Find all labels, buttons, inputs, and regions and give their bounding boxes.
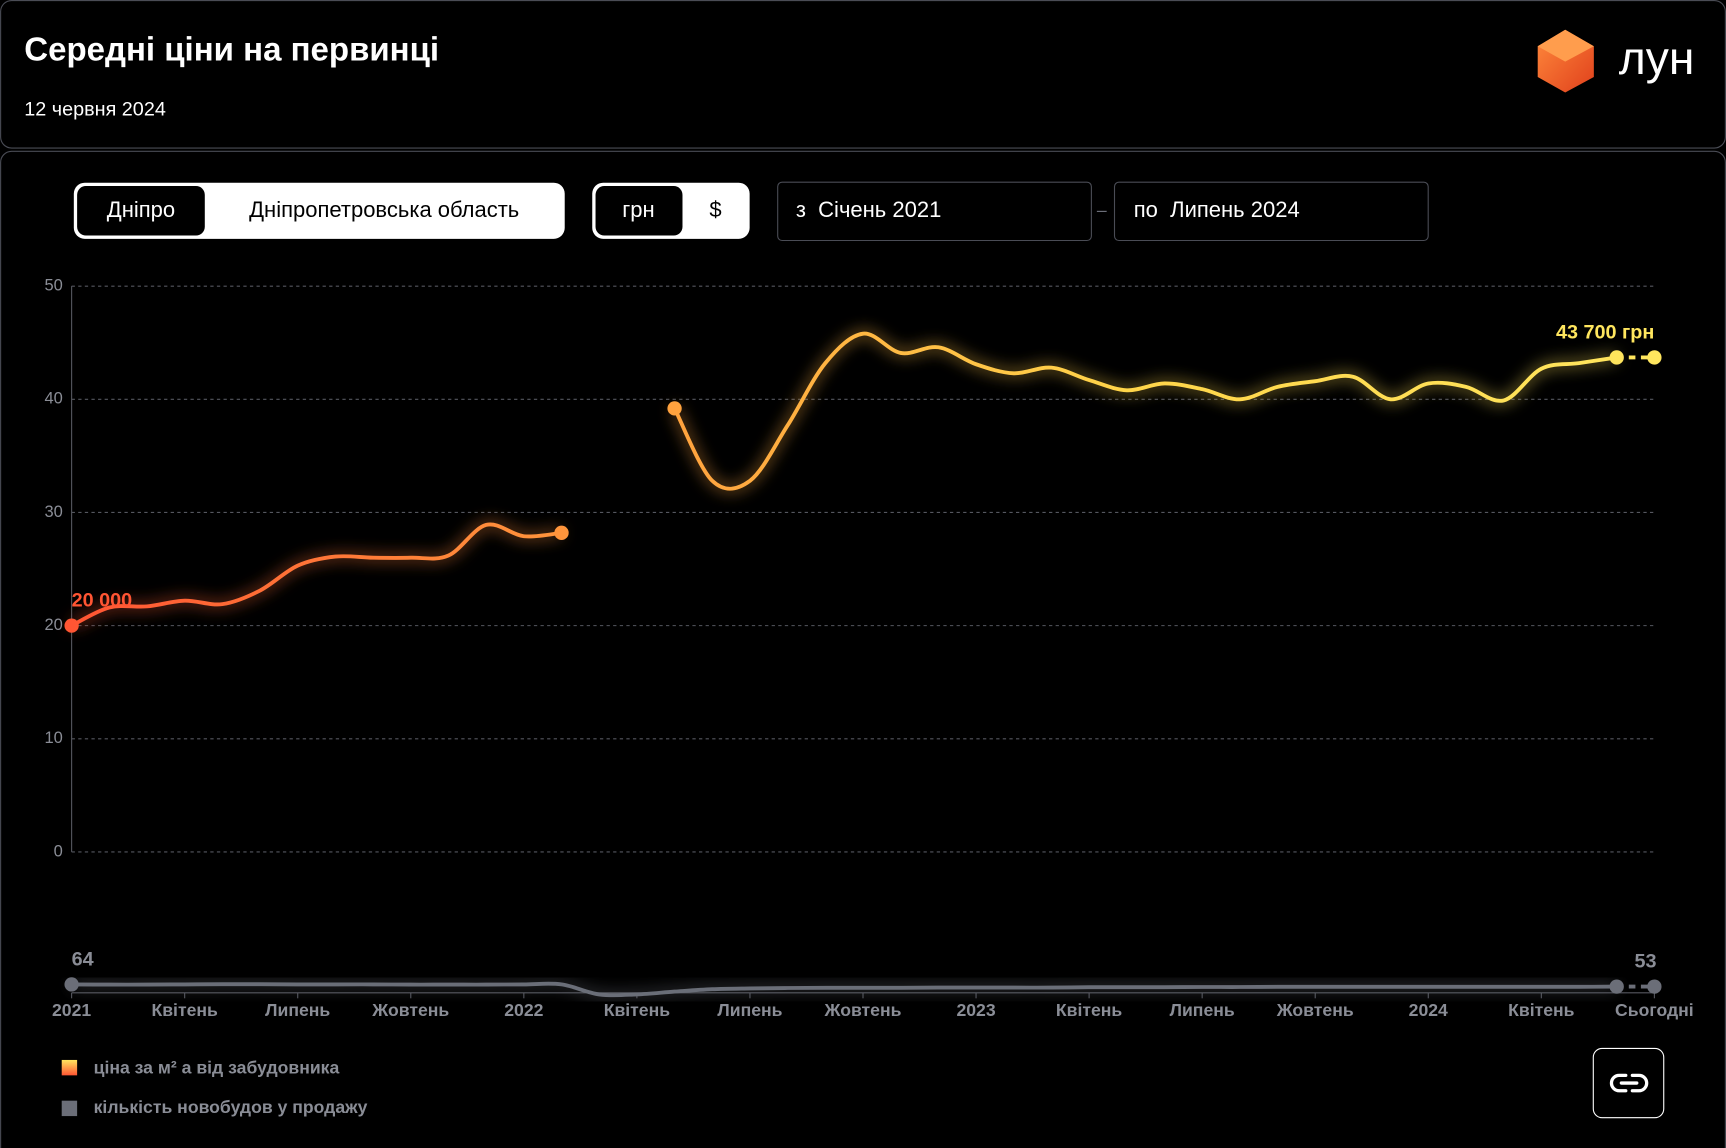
value-label: 64	[72, 948, 94, 970]
legend-label: ціна за м² а від забудовника	[94, 1057, 340, 1077]
y-tick-label: 0	[54, 842, 63, 860]
x-tick-label: Липень	[265, 1000, 330, 1020]
y-tick-label: 50	[44, 277, 62, 295]
logo-text: лун	[1619, 32, 1695, 84]
date-to[interactable]: по Липень 2024	[1134, 197, 1300, 222]
line	[672, 331, 1617, 491]
x-tick-label: 2022	[504, 1000, 543, 1020]
separator: –	[1097, 200, 1107, 220]
date: 12 червня 2024	[24, 98, 166, 120]
link-icon	[1609, 1073, 1649, 1093]
x-tick-label: Квітень	[604, 1000, 671, 1020]
y-tick-label: 40	[44, 390, 62, 408]
logo: лун	[1537, 29, 1695, 93]
value-label: 20 000	[72, 590, 133, 612]
value-label: 43 700 грн	[1556, 321, 1654, 343]
toggle-option[interactable]: грн	[622, 197, 654, 222]
header-card	[0, 0, 1726, 149]
x-tick-label: Сьогодні	[1615, 1000, 1694, 1020]
x-tick-label: Квітень	[1508, 1000, 1575, 1020]
x-tick-label: Липень	[1170, 1000, 1235, 1020]
x-tick-label: 2021	[52, 1000, 91, 1020]
x-tick-label: 2023	[956, 1000, 995, 1020]
point	[667, 401, 682, 416]
x-tick-label: Квітень	[151, 1000, 218, 1020]
y-tick-label: 30	[44, 503, 62, 521]
legend-label: кількість новобудов у продажу	[94, 1097, 368, 1117]
title: Середні ціни на первинці	[24, 30, 439, 67]
region-toggle[interactable]: Дніпро Дніпропетровська область	[73, 182, 565, 239]
toggle-option[interactable]: $	[709, 197, 721, 222]
point	[554, 525, 569, 540]
toggle-option[interactable]: Дніпропетровська область	[249, 197, 519, 222]
x-tick-label: Жовтень	[1276, 1000, 1354, 1020]
point	[1609, 979, 1624, 994]
line	[70, 522, 562, 628]
currency-toggle[interactable]: грн $	[592, 182, 750, 239]
x-tick-label: Липень	[717, 1000, 782, 1020]
value-label: 53	[1635, 951, 1657, 973]
toggle-option[interactable]: Дніпро	[107, 197, 175, 222]
x-tick-label: 2024	[1409, 1000, 1448, 1020]
x-tick-label: Жовтень	[824, 1000, 902, 1020]
y-tick-label: 10	[44, 729, 62, 747]
point	[64, 618, 79, 633]
date-from[interactable]: з Січень 2021	[796, 197, 941, 222]
point	[1647, 350, 1662, 365]
y-tick-label: 20	[44, 616, 62, 634]
point	[1647, 979, 1662, 994]
date-to-input[interactable]	[1113, 181, 1429, 242]
date-from-input[interactable]	[777, 181, 1092, 242]
x-tick-label: Жовтень	[371, 1000, 449, 1020]
legend-swatch	[61, 1100, 78, 1117]
x-tick-label: Квітень	[1056, 1000, 1123, 1020]
point	[1609, 350, 1624, 365]
point	[64, 977, 79, 992]
legend-swatch	[61, 1059, 78, 1076]
chart-card	[0, 150, 1726, 1148]
line	[71, 981, 1617, 998]
